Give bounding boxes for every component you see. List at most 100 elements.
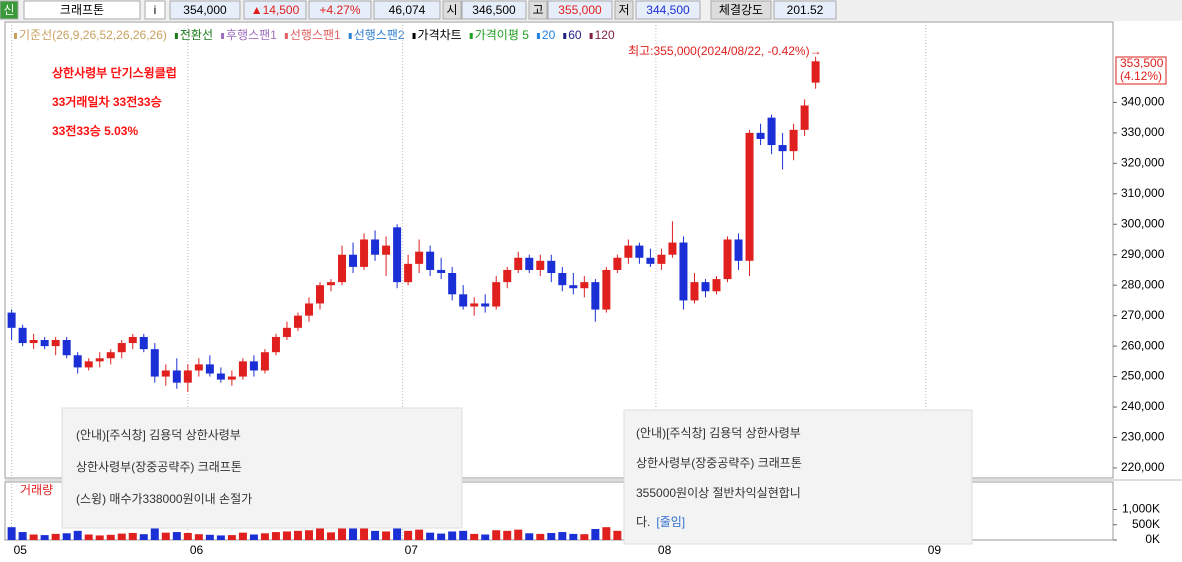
candle-body (404, 263, 413, 283)
header-cell (528, 0, 548, 20)
volume-bar (150, 528, 159, 540)
y-tick-label: 250,000 (1121, 369, 1165, 383)
volume-bar (382, 531, 391, 540)
volume-bar (360, 525, 369, 540)
candle-body (712, 279, 721, 292)
header-text: ▲14,500 (251, 3, 300, 17)
last-price-box (1115, 56, 1167, 85)
candle-body (613, 257, 622, 270)
candle-body (459, 294, 468, 307)
last-change: (4.12%) (1120, 69, 1162, 83)
header-text: 201.52 (787, 3, 824, 17)
legend-label: 전환선 (180, 28, 213, 42)
notice-link[interactable]: [줄임] (656, 515, 685, 529)
candle-body (756, 132, 765, 139)
volume-bar (426, 532, 435, 540)
candle-body (481, 303, 490, 307)
candle-body (249, 361, 258, 371)
volume-bar (293, 530, 302, 540)
candle-body (95, 358, 104, 362)
candle-body (602, 269, 611, 310)
volume-bar (448, 531, 457, 540)
candle-body (205, 364, 214, 374)
y-tick-label: 280,000 (1121, 277, 1165, 291)
header-text: 354,000 (183, 3, 227, 17)
volume-bar (525, 533, 534, 540)
candle-body (767, 117, 776, 146)
notice-text: 355000원이상 절반차익실현합니 (636, 486, 801, 500)
volume-bar (536, 533, 545, 540)
y-tick-label: 340,000 (1121, 95, 1165, 109)
candle-body (514, 257, 523, 270)
volume-bar (172, 532, 181, 540)
legend-label: 20 (542, 28, 556, 42)
candle-body (139, 336, 148, 350)
header-text: 신 (3, 3, 14, 17)
header-text: 346,500 (472, 3, 516, 17)
candle-body (569, 285, 578, 289)
volume-bar (73, 530, 82, 540)
x-tick-label: 07 (405, 543, 419, 557)
notice-text: 상한사령부(장중공략주) 크래프톤 (636, 456, 802, 470)
header-text: 저 (618, 3, 629, 17)
legend-swatch (14, 33, 17, 39)
legend-swatch (469, 33, 473, 39)
volume-bar (84, 534, 93, 540)
legend-label: 선행스팬2 (354, 27, 405, 42)
volume-bar (591, 529, 600, 540)
legend-label: 60 (568, 28, 582, 42)
header-cell (710, 0, 772, 20)
volume-bar (7, 527, 16, 540)
volume-bar (492, 530, 501, 540)
header-text: +4.27% (319, 3, 360, 17)
volume-bar (602, 527, 611, 540)
candle-body (216, 373, 225, 380)
legend-swatch (536, 33, 540, 39)
legend-label: 선행스팬1 (290, 27, 341, 42)
candle-body (591, 282, 600, 310)
candle-body (668, 242, 677, 255)
legend-swatch (563, 33, 567, 39)
y-tick-label: 300,000 (1121, 216, 1165, 230)
candle-body (371, 239, 380, 255)
candle-body (73, 355, 82, 368)
y-tick-label: 270,000 (1121, 308, 1165, 322)
candle-body (106, 352, 115, 359)
candle-body (150, 349, 159, 377)
candle-body (811, 61, 820, 83)
legend-swatch (221, 33, 225, 39)
header-cell (373, 0, 441, 20)
header-cell[interactable] (23, 0, 141, 20)
candle-body (690, 282, 699, 301)
candle-body (525, 257, 534, 270)
candle-body (183, 370, 192, 383)
volume-bar (106, 534, 115, 540)
candle-body (800, 105, 809, 130)
legend-swatch (174, 33, 178, 39)
volume-bar (315, 527, 324, 540)
notice-text: (안내)[주식창] 김용덕 상한사령부 (76, 428, 241, 442)
header-cell (169, 0, 241, 20)
notice-box[interactable] (623, 409, 973, 545)
volume-bar (547, 532, 556, 540)
notice-box[interactable] (61, 407, 463, 529)
candle-body (84, 361, 93, 368)
candle-body (558, 272, 567, 286)
x-tick-label: 08 (658, 543, 672, 557)
candle-body (18, 327, 27, 344)
candle-body (679, 242, 688, 301)
volume-bar (29, 534, 38, 540)
y-tick-label: 290,000 (1121, 247, 1165, 261)
candle-body (238, 361, 247, 377)
candle-body (701, 282, 710, 292)
notice-text: (안내)[주식창] 김용덕 상한사령부 (636, 426, 801, 440)
candle-body (415, 251, 424, 264)
candle-body (492, 282, 501, 307)
legend-label: 후행스팬1 (226, 27, 277, 42)
candle-body (778, 145, 787, 152)
header-cell (614, 0, 634, 20)
last-price: 353,500 (1120, 56, 1164, 70)
volume-bar (437, 533, 446, 540)
volume-bar (558, 532, 567, 540)
